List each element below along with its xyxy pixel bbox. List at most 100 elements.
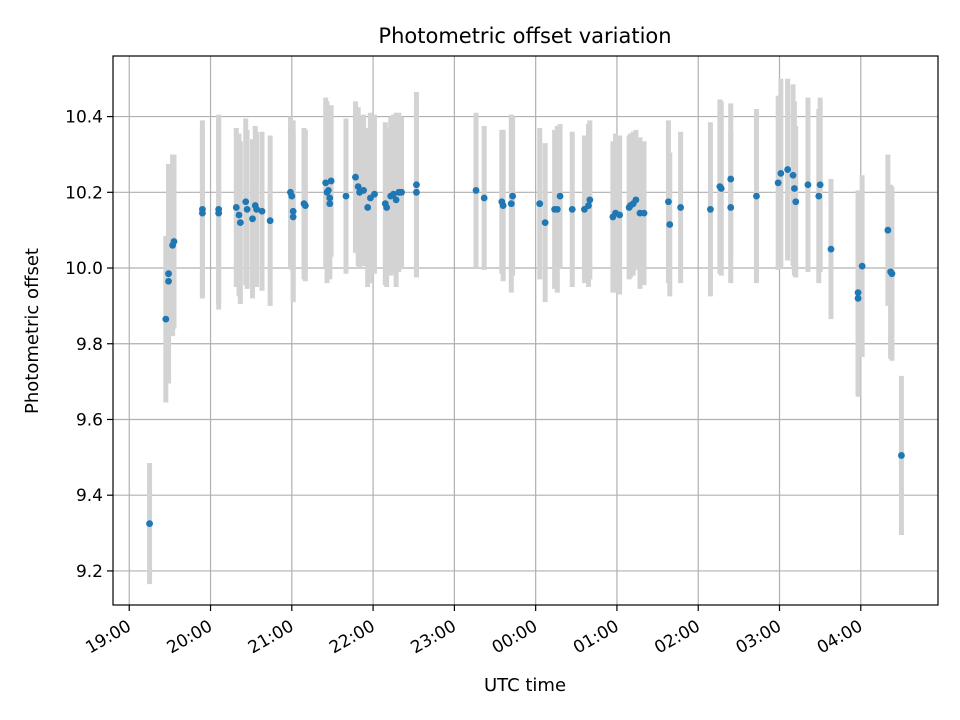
data-point — [858, 262, 866, 270]
data-point — [499, 202, 507, 209]
data-point — [792, 198, 800, 206]
data-point — [236, 219, 244, 226]
x-tick-label: 20:00 — [164, 616, 216, 658]
y-tick-label: 9.6 — [76, 410, 103, 430]
data-point — [413, 188, 420, 196]
data-point — [390, 190, 397, 198]
data-point — [640, 209, 648, 217]
x-axis-label: UTC time — [484, 675, 566, 696]
data-points — [146, 166, 905, 527]
x-tick-label: 22:00 — [326, 616, 378, 658]
data-point — [556, 192, 564, 200]
y-axis-label: Photometric offset — [22, 248, 43, 414]
data-point — [243, 205, 251, 213]
data-point — [815, 192, 823, 200]
data-point — [326, 200, 334, 208]
data-point — [364, 204, 372, 211]
data-point — [666, 221, 674, 228]
x-axis-ticks: 19:00 20:00 21:00 22:00 23:00 00:00 01:00 02:00… — [82, 605, 866, 658]
data-point — [266, 217, 274, 225]
data-point — [827, 245, 835, 253]
data-point — [371, 190, 378, 198]
data-point — [301, 202, 309, 209]
data-point — [536, 200, 544, 208]
y-tick-label: 9.8 — [76, 335, 103, 355]
data-point — [326, 194, 334, 202]
data-point — [235, 211, 243, 219]
data-point — [541, 219, 549, 226]
data-point — [804, 181, 812, 189]
data-point — [232, 204, 240, 211]
data-point — [289, 207, 297, 215]
data-point — [253, 205, 260, 213]
data-point — [413, 181, 420, 189]
y-tick-label: 9.4 — [76, 486, 103, 506]
plot-frame — [112, 55, 939, 606]
chart-title: Photometric offset variation — [378, 24, 671, 48]
data-point — [707, 205, 714, 213]
data-point — [753, 192, 760, 200]
y-tick-label: 9.2 — [76, 562, 103, 582]
data-point — [553, 205, 561, 213]
x-tick-label: 19:00 — [82, 616, 134, 658]
data-point — [727, 204, 735, 211]
data-point — [398, 188, 405, 196]
y-tick-label: 10.4 — [65, 108, 103, 128]
data-point — [322, 179, 330, 187]
y-axis-ticks: 9.2 9.4 9.6 9.8 10.0 10.2 10.4 — [65, 108, 113, 582]
data-point — [289, 213, 297, 221]
data-point — [586, 196, 594, 204]
data-point — [507, 200, 515, 208]
data-point — [816, 181, 824, 189]
data-point — [632, 196, 640, 204]
data-point — [784, 166, 792, 173]
data-point — [360, 187, 368, 194]
data-point — [342, 192, 350, 200]
data-point — [352, 173, 359, 181]
data-point — [392, 196, 400, 204]
x-tick-label: 04:00 — [814, 616, 866, 658]
data-point — [480, 194, 488, 202]
data-point — [665, 198, 672, 206]
data-point — [215, 205, 223, 213]
y-tick-label: 10.0 — [65, 259, 103, 279]
data-point — [717, 185, 725, 192]
data-point — [383, 204, 391, 211]
data-point — [509, 192, 517, 200]
x-tick-label: 01:00 — [570, 616, 622, 658]
data-point — [288, 192, 296, 200]
x-tick-label: 00:00 — [489, 616, 541, 658]
data-point — [791, 185, 798, 192]
data-point — [472, 187, 480, 194]
data-point — [677, 204, 685, 211]
data-point — [170, 238, 178, 245]
data-point — [888, 270, 896, 278]
data-point — [327, 177, 335, 185]
data-point — [354, 183, 362, 191]
data-point — [324, 187, 332, 194]
y-tick-label: 10.2 — [65, 183, 103, 203]
data-point — [616, 211, 624, 219]
x-tick-label: 23:00 — [407, 616, 459, 658]
data-point — [727, 175, 735, 183]
data-point — [242, 198, 250, 206]
data-point — [774, 179, 782, 187]
data-point — [165, 277, 172, 285]
grid — [113, 56, 938, 605]
data-point — [585, 202, 592, 209]
data-point — [258, 207, 266, 215]
data-point — [789, 171, 797, 179]
data-point — [165, 270, 172, 278]
x-tick-label: 02:00 — [651, 616, 703, 658]
data-point — [146, 520, 153, 527]
error-bars — [147, 78, 904, 585]
x-tick-label: 21:00 — [245, 616, 297, 658]
data-point — [568, 205, 576, 213]
data-point — [898, 452, 905, 459]
data-point — [854, 294, 862, 302]
data-point — [854, 289, 862, 297]
data-point — [777, 169, 785, 177]
data-point — [249, 215, 256, 223]
x-tick-label: 03:00 — [733, 616, 785, 658]
